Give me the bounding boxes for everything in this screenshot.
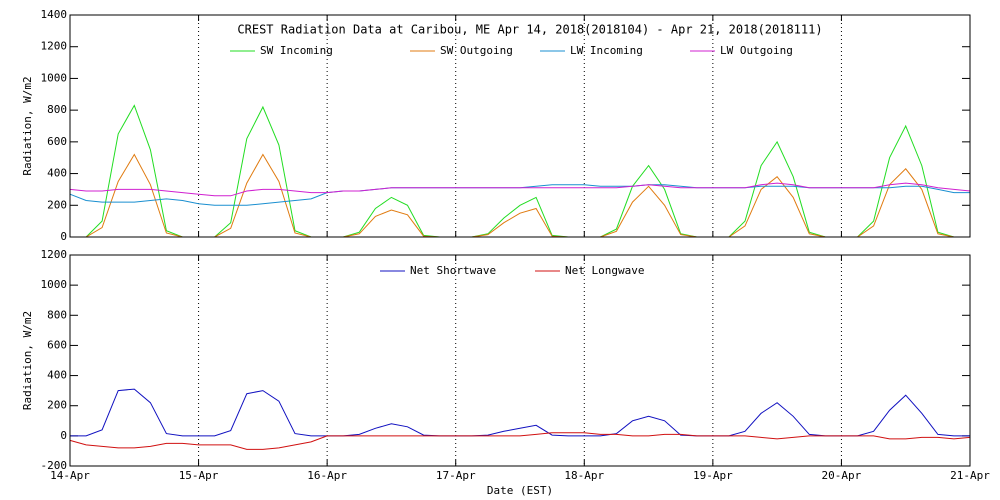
legend-label: Net Longwave xyxy=(565,264,644,277)
x-tick-label: 20-Apr xyxy=(822,469,862,482)
plot-frame xyxy=(69,14,971,238)
y-tick-label: 200 xyxy=(47,198,67,211)
y-tick-label: 800 xyxy=(47,308,67,321)
y-tick-label: 1400 xyxy=(41,8,68,21)
legend-label: SW Outgoing xyxy=(440,44,513,57)
y-tick-label: 1200 xyxy=(41,248,68,261)
x-tick-label: 16-Apr xyxy=(307,469,347,482)
series-line xyxy=(69,182,971,197)
legend-label: LW Incoming xyxy=(570,44,643,57)
y-tick-label: 600 xyxy=(47,338,67,351)
y-tick-label: 600 xyxy=(47,135,67,148)
x-tick-label: 18-Apr xyxy=(564,469,604,482)
y-tick-label: 1200 xyxy=(41,40,68,53)
x-tick-label: 17-Apr xyxy=(436,469,476,482)
y-tick-label: 1000 xyxy=(41,278,68,291)
y-tick-label: 0 xyxy=(60,230,67,243)
y-tick-label: 800 xyxy=(47,103,67,116)
y-tick-label: 400 xyxy=(47,369,67,382)
x-tick-label: 15-Apr xyxy=(179,469,219,482)
series-line xyxy=(69,432,971,450)
y-tick-label: 1000 xyxy=(41,71,68,84)
y-axis-label: Radiation, W/m2 xyxy=(21,311,34,410)
x-tick-label: 21-Apr xyxy=(950,469,990,482)
y-tick-label: 0 xyxy=(60,429,67,442)
y-axis-label: Radiation, W/m2 xyxy=(21,76,34,175)
legend-label: LW Outgoing xyxy=(720,44,793,57)
chart-title: CREST Radiation Data at Caribou, ME Apr … xyxy=(237,23,822,37)
x-axis-label: Date (EST) xyxy=(487,484,553,497)
legend-label: Net Shortwave xyxy=(410,264,496,277)
plot-frame xyxy=(69,254,971,467)
y-tick-label: -200 xyxy=(41,459,68,472)
x-tick-label: 19-Apr xyxy=(693,469,733,482)
y-tick-label: 400 xyxy=(47,167,67,180)
y-tick-label: 200 xyxy=(47,399,67,412)
series-line xyxy=(70,104,970,238)
series-line xyxy=(70,153,970,238)
legend-label: SW Incoming xyxy=(260,44,333,57)
x-tick-label: 14-Apr xyxy=(50,469,90,482)
